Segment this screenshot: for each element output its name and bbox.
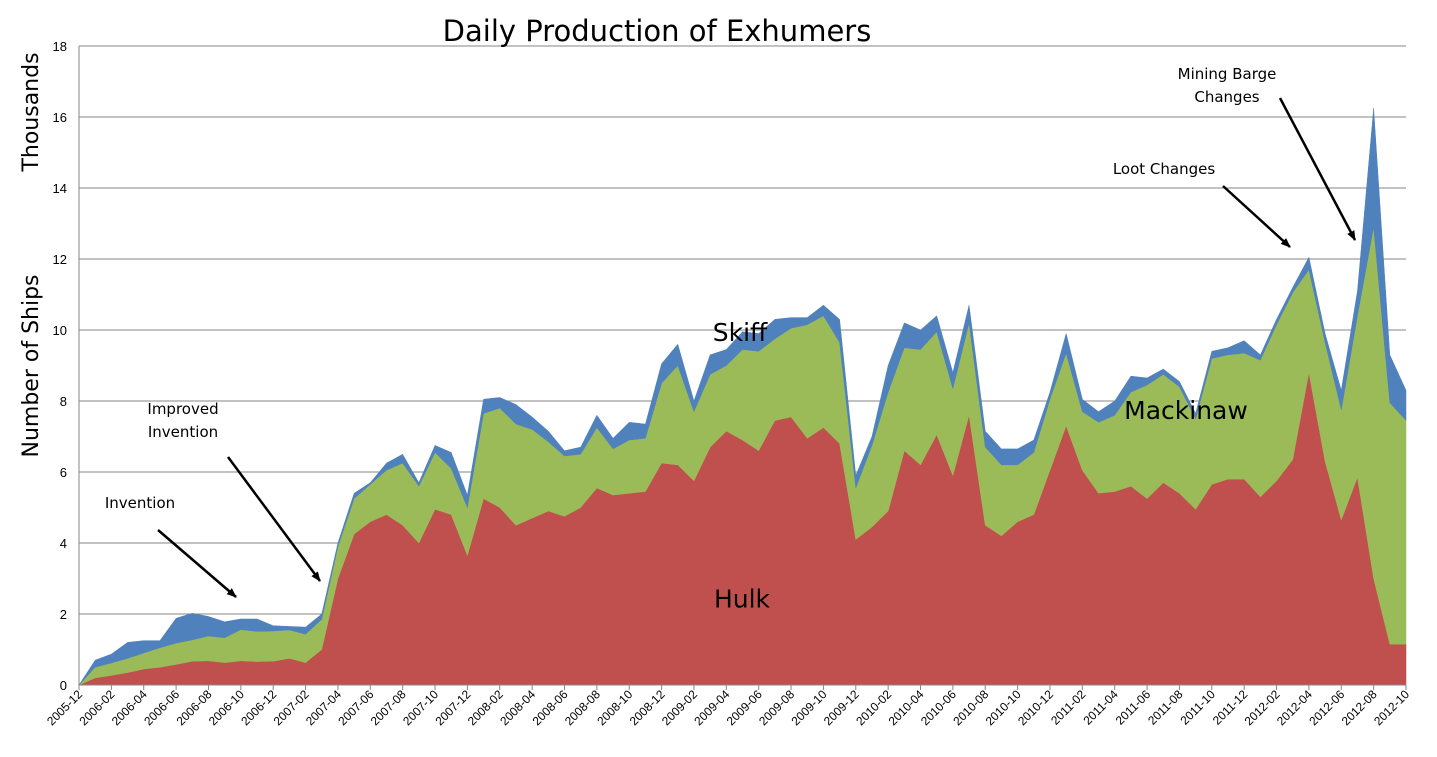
series-label-skiff: Skiff: [713, 318, 768, 347]
annotation-arrow: [157, 529, 237, 598]
y-tick-label: 4: [60, 536, 67, 551]
y-tick-label: 12: [53, 252, 67, 267]
y-tick-label: 16: [53, 110, 67, 125]
annotation-invention: Invention: [105, 494, 237, 598]
annotation-text: Invention: [148, 423, 218, 441]
annotation-text: Loot Changes: [1113, 160, 1216, 178]
y-tick-label: 10: [53, 323, 67, 338]
y-tick-label: 6: [60, 465, 67, 480]
series-label-mackinaw: Mackinaw: [1124, 396, 1248, 425]
annotation-arrow: [1278, 97, 1357, 241]
annotation-text: Improved: [147, 400, 218, 418]
chart-title: Daily Production of Exhumers: [443, 14, 872, 48]
annotation-text: Invention: [105, 494, 175, 512]
stacked-areas: [78, 108, 1407, 686]
annotation-improved-invention: Improved Invention: [147, 400, 322, 582]
annotation-loot-changes: Loot Changes: [1113, 160, 1291, 248]
y-tick-label: 14: [53, 181, 67, 196]
annotation-mining-barge-changes: Mining Barge Changes: [1178, 65, 1357, 241]
y-axis-units-label: Thousands: [19, 52, 44, 172]
area-skiff: [78, 108, 1407, 686]
y-tick-label: 18: [53, 39, 67, 54]
y-tick-labels: 0 2 4 6 8 10 12 14 16 18: [53, 39, 67, 693]
annotation-text: Mining Barge: [1178, 65, 1277, 83]
series-labels: Hulk Mackinaw Skiff: [713, 318, 1248, 614]
annotation-arrow: [1222, 185, 1291, 248]
y-tick-label: 2: [60, 607, 67, 622]
y-tick-label: 8: [60, 394, 67, 409]
series-label-hulk: Hulk: [714, 585, 771, 614]
annotation-text: Changes: [1194, 88, 1259, 106]
axes: [78, 46, 1406, 686]
annotation-arrow: [226, 456, 322, 582]
y-tick-label: 0: [60, 678, 67, 693]
y-axis-label: Number of Ships: [19, 274, 44, 457]
